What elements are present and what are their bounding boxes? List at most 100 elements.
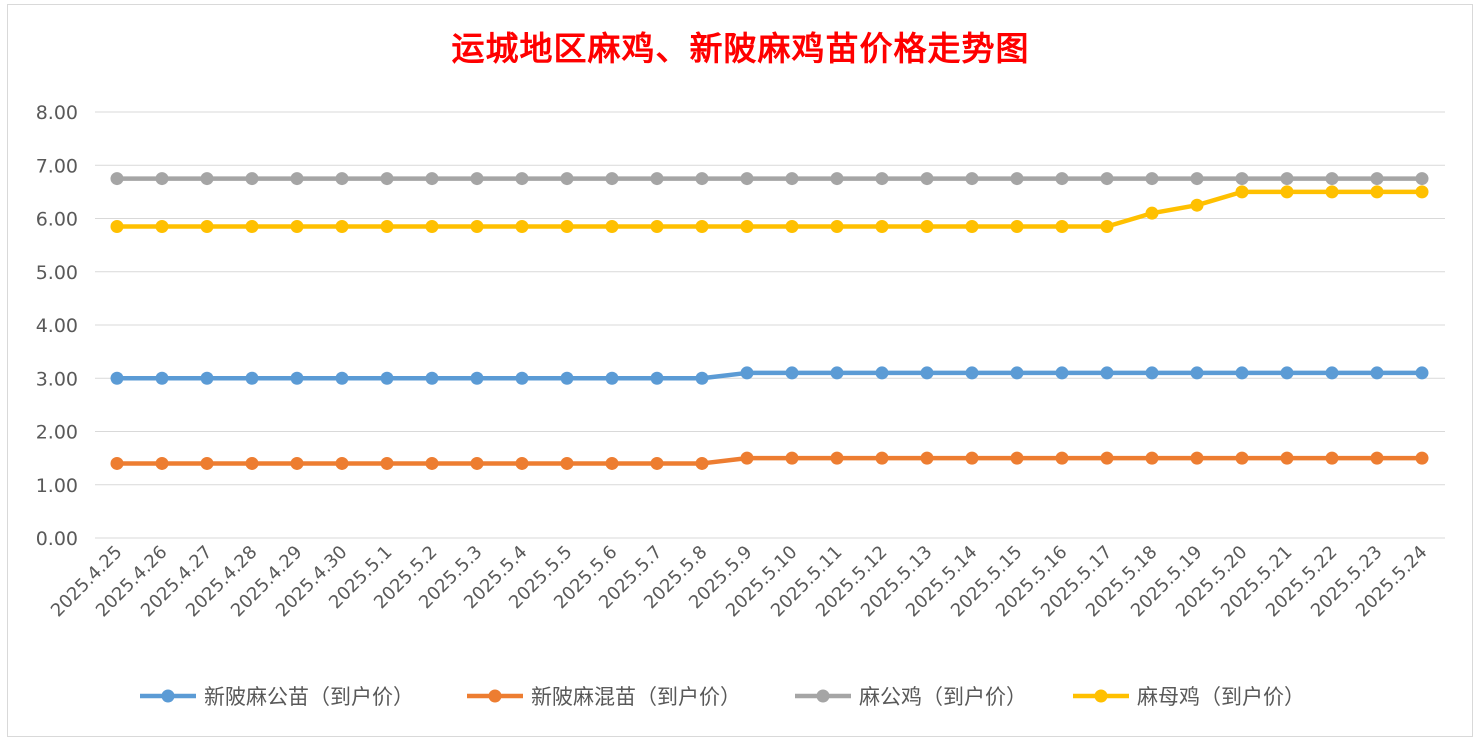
y-tick-label: 8.00: [36, 102, 78, 124]
data-point: [560, 172, 574, 186]
data-point: [965, 366, 979, 380]
data-point: [425, 172, 439, 186]
data-point: [155, 219, 169, 233]
data-point: [155, 172, 169, 186]
data-point: [1235, 185, 1249, 199]
data-point: [560, 456, 574, 470]
data-point: [1415, 451, 1429, 465]
data-point: [1145, 172, 1159, 186]
data-point: [470, 371, 484, 385]
data-point: [605, 172, 619, 186]
data-point: [110, 219, 124, 233]
data-point: [470, 456, 484, 470]
legend-item: 麻母鸡（到户价）: [1073, 685, 1305, 709]
data-point: [515, 456, 529, 470]
data-point: [1415, 185, 1429, 199]
data-point: [290, 172, 304, 186]
data-point: [335, 172, 349, 186]
data-point: [830, 172, 844, 186]
data-point: [110, 456, 124, 470]
data-point: [695, 172, 709, 186]
data-point: [875, 219, 889, 233]
data-point: [1010, 219, 1024, 233]
data-point: [1010, 451, 1024, 465]
data-point: [335, 219, 349, 233]
data-point: [605, 371, 619, 385]
y-tick-label: 3.00: [36, 368, 78, 390]
y-tick-label: 2.00: [36, 422, 78, 444]
data-point: [155, 371, 169, 385]
data-point: [1100, 366, 1114, 380]
data-point: [1145, 206, 1159, 220]
data-point: [335, 456, 349, 470]
series-lines: [110, 172, 1429, 470]
gridlines: [95, 111, 1445, 539]
data-point: [695, 456, 709, 470]
data-point: [1145, 366, 1159, 380]
data-point: [875, 172, 889, 186]
data-point: [380, 371, 394, 385]
data-point: [1415, 366, 1429, 380]
y-axis-ticks: 0.00 1.00 2.00 3.00 4.00 5.00 6.00 7.00 8.00: [36, 102, 78, 550]
data-point: [650, 456, 664, 470]
data-point: [560, 371, 574, 385]
data-point: [1100, 451, 1114, 465]
y-tick-label: 1.00: [36, 475, 78, 497]
data-point: [1190, 366, 1204, 380]
data-point: [605, 456, 619, 470]
data-point: [1190, 451, 1204, 465]
data-point: [965, 172, 979, 186]
legend-label: 新陂麻混苗（到户价）: [531, 685, 741, 709]
data-point: [1325, 451, 1339, 465]
data-point: [290, 371, 304, 385]
data-point: [380, 219, 394, 233]
x-axis-ticks: 2025.4.252025.4.262025.4.272025.4.282025…: [47, 542, 1432, 622]
series-2: [110, 451, 1429, 470]
data-point: [470, 172, 484, 186]
data-point: [1010, 172, 1024, 186]
data-point: [245, 219, 259, 233]
series-line: [114, 370, 1425, 381]
data-point: [200, 456, 214, 470]
data-point: [1100, 172, 1114, 186]
data-point: [1190, 172, 1204, 186]
series-3: [110, 172, 1429, 186]
data-point: [785, 219, 799, 233]
data-point: [1280, 366, 1294, 380]
data-point: [200, 172, 214, 186]
data-point: [785, 451, 799, 465]
data-point: [1235, 172, 1249, 186]
data-point: [1370, 366, 1384, 380]
data-point: [965, 451, 979, 465]
legend-label: 麻母鸡（到户价）: [1137, 685, 1305, 709]
data-point: [335, 371, 349, 385]
legend-label: 新陂麻公苗（到户价）: [204, 685, 414, 709]
data-point: [1235, 451, 1249, 465]
data-point: [110, 172, 124, 186]
data-point: [695, 371, 709, 385]
data-point: [740, 219, 754, 233]
data-point: [290, 456, 304, 470]
data-point: [605, 219, 619, 233]
series-1: [110, 366, 1429, 385]
data-point: [1190, 198, 1204, 212]
data-point: [1055, 451, 1069, 465]
data-point: [110, 371, 124, 385]
data-point: [920, 219, 934, 233]
data-point: [695, 219, 709, 233]
data-point: [740, 366, 754, 380]
legend-item: 新陂麻公苗（到户价）: [140, 685, 414, 709]
data-point: [380, 456, 394, 470]
data-point: [290, 219, 304, 233]
data-point: [875, 366, 889, 380]
data-point: [470, 219, 484, 233]
series-line: [114, 189, 1425, 229]
data-point: [740, 451, 754, 465]
y-tick-label: 5.00: [36, 262, 78, 284]
data-point: [515, 371, 529, 385]
series-line: [114, 455, 1425, 466]
data-point: [1055, 366, 1069, 380]
data-point: [650, 172, 664, 186]
data-point: [200, 371, 214, 385]
data-point: [1280, 451, 1294, 465]
